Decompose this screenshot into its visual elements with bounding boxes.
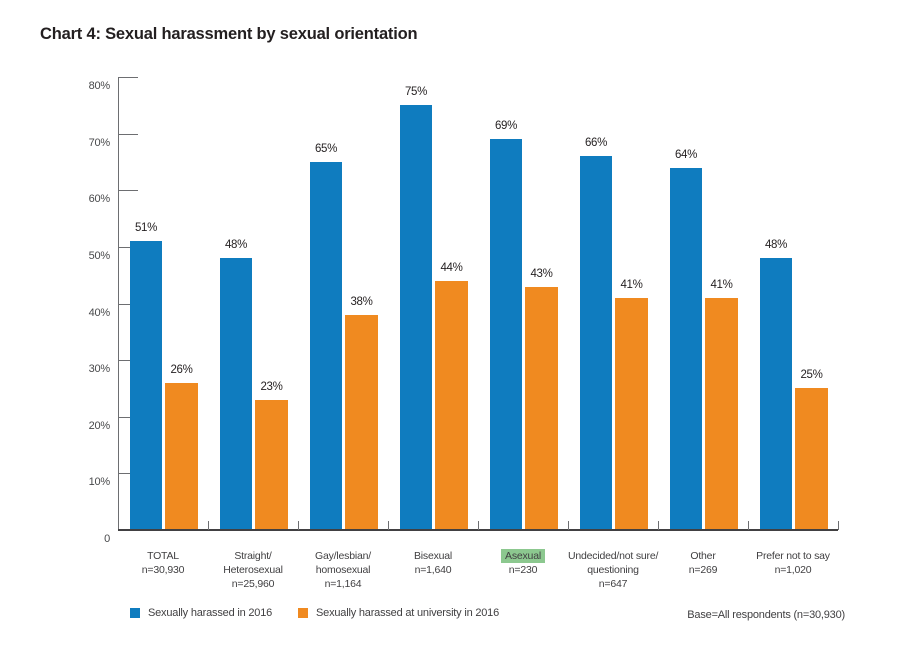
bar: [435, 280, 468, 529]
category-label: Straight/Heterosexual n=25,960: [208, 549, 298, 591]
value-label: 41%: [710, 278, 733, 291]
category-name-label: Undecided/not sure/: [568, 550, 659, 562]
legend-swatch-orange: [298, 608, 309, 618]
y-tick-label: 20%: [88, 419, 111, 432]
category-label: TOTAL n=30,930: [118, 549, 208, 577]
value-label: 75%: [404, 86, 428, 99]
legend-label: Sexually harassed at university in 2016: [316, 607, 500, 619]
value-label: 48%: [224, 239, 248, 252]
x-separator-tick: [748, 521, 749, 530]
bar: [525, 286, 558, 529]
value-label: 65%: [314, 142, 338, 155]
x-separator-tick: [298, 521, 299, 530]
category-name-label: homosexual: [315, 564, 371, 576]
y-tick: [118, 77, 138, 78]
category-label: Prefer not to say n=1,020: [748, 549, 838, 577]
category-name-label: Gay/lesbian/: [315, 550, 371, 562]
bar: [220, 258, 252, 529]
category-name-label: questioning: [587, 564, 639, 576]
category-n-label: n=647: [598, 578, 628, 590]
category-name-label: Prefer not to say: [756, 550, 830, 562]
category-n-label: n=1,164: [324, 578, 362, 590]
y-tick-label: 50%: [88, 249, 111, 262]
value-label: 64%: [674, 148, 698, 161]
legend-label: Sexually harassed in 2016: [148, 607, 273, 619]
category-name-label: Asexual: [478, 549, 568, 563]
bar: [400, 105, 432, 529]
bar: [615, 297, 648, 529]
value-label: 26%: [170, 363, 193, 376]
category-name-label: Bisexual: [413, 550, 453, 562]
bar: [580, 156, 612, 529]
category-name-label: Other: [690, 550, 716, 562]
value-label: 51%: [134, 222, 158, 235]
y-tick-label: 60%: [88, 193, 111, 206]
category-label: Gay/lesbian/homosexual n=1,164: [298, 549, 388, 591]
value-label: 41%: [620, 278, 643, 291]
category-label: Bisexual n=1,640: [388, 549, 478, 577]
category-name-label: Heterosexual: [223, 564, 283, 576]
bar: [165, 382, 198, 529]
x-separator-tick: [658, 521, 659, 530]
bar: [670, 167, 702, 529]
category-n-label: n=1,020: [774, 564, 812, 576]
chart-title: Chart 4: Sexual harassment by sexual ori…: [40, 25, 418, 43]
category-label: Asexual n=230: [478, 549, 568, 577]
bar: [705, 297, 738, 529]
category-n-label: n=25,960: [231, 578, 275, 590]
value-label: 25%: [800, 369, 823, 382]
category-label: Other n=269: [658, 549, 748, 577]
highlight-box: Asexual: [501, 549, 545, 563]
y-tick: [118, 303, 138, 305]
legend-item-harassed-2016: Sexually harassed in 2016: [130, 607, 272, 619]
bar: [490, 139, 522, 529]
x-separator-tick: [478, 521, 479, 530]
y-tick: [118, 473, 138, 475]
y-tick: [118, 190, 138, 192]
x-separator-tick: [568, 521, 569, 530]
value-label: 69%: [494, 120, 518, 133]
bar: [760, 258, 792, 529]
y-tick-label: 10%: [88, 476, 111, 489]
y-tick: [118, 133, 138, 135]
bar: [795, 388, 828, 529]
category-name-label: TOTAL: [147, 550, 179, 562]
y-tick: [118, 246, 138, 248]
value-label: 23%: [260, 380, 283, 393]
category-n-label: n=269: [688, 564, 718, 576]
y-tick-label: 40%: [88, 306, 111, 319]
y-tick: [118, 416, 138, 418]
value-label: 48%: [764, 239, 788, 252]
legend-swatch-blue: [130, 608, 140, 618]
y-tick: [118, 360, 138, 362]
x-separator-tick: [838, 521, 839, 530]
category-name-label: Straight/: [234, 550, 272, 562]
category-n-label: n=230: [508, 564, 538, 576]
bar: [310, 161, 342, 529]
value-label: 44%: [440, 261, 463, 274]
bar: [255, 399, 288, 529]
y-tick-label: 80%: [88, 80, 111, 92]
y-tick-label: 30%: [88, 363, 111, 376]
x-axis-baseline: [118, 529, 838, 531]
y-tick-label: 70%: [88, 136, 111, 149]
category-label: Undecided/not sure/questioning n=647: [568, 549, 658, 591]
legend-item-harassed-university-2016: Sexually harassed at university in 2016: [298, 607, 499, 619]
legend: Sexually harassed in 2016 Sexually haras…: [130, 607, 499, 619]
value-label: 38%: [350, 295, 373, 308]
category-n-label: n=30,930: [141, 564, 185, 576]
bar: [130, 241, 162, 529]
base-note: Base=All respondents (n=30,930): [687, 609, 845, 621]
value-label: 66%: [584, 137, 608, 150]
x-separator-tick: [388, 521, 389, 530]
category-n-label: n=1,640: [414, 564, 452, 576]
value-label: 43%: [530, 267, 553, 280]
y-zero-label: 0: [104, 533, 110, 545]
x-separator-tick: [208, 521, 209, 530]
bar: [345, 314, 378, 529]
